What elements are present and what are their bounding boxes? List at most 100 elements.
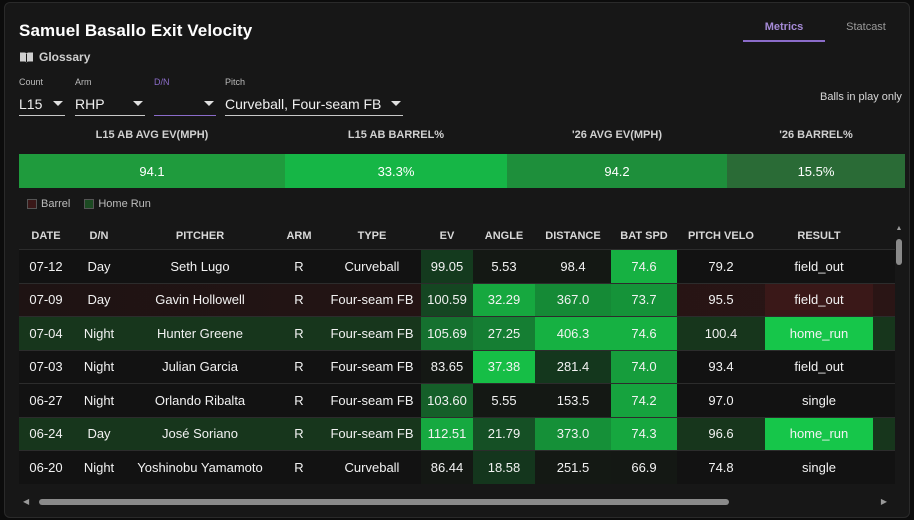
cell-distance: 406.3 bbox=[535, 317, 611, 350]
scroll-right-icon[interactable]: ▶ bbox=[880, 497, 887, 506]
glossary-label: Glossary bbox=[39, 50, 91, 64]
summary-value-l15-barrel: 33.3% bbox=[285, 154, 507, 188]
cell-angle: 5.53 bbox=[473, 250, 535, 283]
cell-type: Four-seam FB bbox=[330, 359, 414, 375]
chevron-down-icon bbox=[53, 101, 63, 106]
cell-angle: 18.58 bbox=[473, 451, 535, 484]
cell-result: single bbox=[802, 459, 836, 475]
column-header-pitch-velo[interactable]: PITCH VELO bbox=[687, 230, 754, 242]
summary-value-26-avg-ev: 94.2 bbox=[507, 154, 727, 188]
cell-date: 07-12 bbox=[29, 258, 63, 274]
summary-value-26-barrel: 15.5% bbox=[727, 154, 905, 188]
cell-distance: 153.5 bbox=[535, 384, 611, 417]
cell-ev: 100.59 bbox=[421, 283, 473, 316]
vertical-scroll-thumb[interactable] bbox=[896, 239, 902, 265]
column-header-type[interactable]: TYPE bbox=[357, 230, 387, 242]
summary-header-l15-barrel: L15 AB BARREL% bbox=[347, 129, 445, 141]
cell-type: Curveball bbox=[344, 258, 400, 274]
cell-date: 07-09 bbox=[29, 292, 63, 308]
tab-statcast[interactable]: Statcast bbox=[846, 21, 886, 33]
table-header: DATE D/N PITCHER ARM TYPE EV ANGLE DISTANCE BAT … bbox=[19, 223, 895, 249]
horizontal-scrollbar[interactable]: ◀ ▶ bbox=[19, 497, 891, 507]
column-header-distance[interactable]: DISTANCE bbox=[545, 230, 601, 242]
cell-pitcher: Julian Garcia bbox=[162, 359, 238, 375]
book-icon bbox=[19, 51, 34, 63]
cell-type: Four-seam FB bbox=[330, 325, 414, 341]
glossary-link[interactable]: Glossary bbox=[19, 50, 90, 64]
cell-result: field_out bbox=[794, 359, 844, 375]
cell-ev: 105.69 bbox=[421, 317, 473, 350]
cell-pitcher: José Soriano bbox=[162, 426, 238, 442]
home-run-swatch bbox=[84, 199, 95, 209]
cell-dn: Night bbox=[83, 392, 115, 408]
balls-in-play-toggle[interactable]: Balls in play only bbox=[820, 91, 902, 103]
cell-type: Four-seam FB bbox=[330, 292, 414, 308]
cell-arm: R bbox=[294, 359, 304, 375]
cell-arm: R bbox=[294, 292, 304, 308]
arm-select-value: RHP bbox=[75, 95, 105, 112]
column-header-result[interactable]: RESULT bbox=[797, 230, 841, 242]
cell-bat-spd: 74.6 bbox=[611, 317, 677, 350]
table-row[interactable]: 06-27 Night Orlando Ribalta R Four-seam FB 10… bbox=[19, 383, 895, 417]
count-filter: Count L15 bbox=[19, 77, 65, 116]
pitch-select[interactable]: Curveball, Four-seam FB bbox=[225, 92, 403, 116]
tab-metrics[interactable]: Metrics bbox=[743, 21, 825, 42]
horizontal-scroll-thumb[interactable] bbox=[39, 499, 729, 505]
column-header-pitcher[interactable]: PITCHER bbox=[175, 230, 225, 242]
cell-result: field_out bbox=[765, 283, 873, 316]
summary-header-26-barrel: '26 BARREL% bbox=[779, 129, 853, 141]
cell-result: home_run bbox=[765, 417, 873, 450]
chevron-down-icon bbox=[133, 101, 143, 106]
cell-pitcher: Seth Lugo bbox=[170, 258, 230, 274]
cell-ev: 86.44 bbox=[421, 451, 473, 484]
cell-result: field_out bbox=[794, 258, 844, 274]
cell-pitcher: Hunter Greene bbox=[157, 325, 243, 341]
vertical-scrollbar[interactable]: ▲ bbox=[894, 225, 904, 495]
chevron-down-icon bbox=[391, 101, 401, 106]
cell-angle: 21.79 bbox=[473, 417, 535, 450]
column-header-bat-spd[interactable]: BAT SPD bbox=[620, 230, 668, 242]
cell-date: 06-24 bbox=[29, 426, 63, 442]
scroll-left-icon[interactable]: ◀ bbox=[23, 497, 30, 506]
cell-bat-spd: 74.2 bbox=[611, 384, 677, 417]
pitch-filter: Pitch Curveball, Four-seam FB bbox=[225, 77, 403, 116]
exit-velocity-table: DATE D/N PITCHER ARM TYPE EV ANGLE DISTANCE BAT … bbox=[19, 223, 895, 484]
table-row[interactable]: 07-04 Night Hunter Greene R Four-seam FB 105.… bbox=[19, 316, 895, 350]
cell-arm: R bbox=[294, 325, 304, 341]
cell-arm: R bbox=[294, 258, 304, 274]
arm-select[interactable]: RHP bbox=[75, 92, 145, 116]
table-row[interactable]: 06-20 Night Yoshinobu Yamamoto R Curveball 86… bbox=[19, 450, 895, 484]
cell-distance: 281.4 bbox=[535, 350, 611, 383]
cell-type: Four-seam FB bbox=[330, 426, 414, 442]
table-row[interactable]: 07-09 Day Gavin Hollowell R Four-seam FB 100.… bbox=[19, 282, 895, 316]
summary-value-l15-avg-ev: 94.1 bbox=[19, 154, 285, 188]
column-header-angle[interactable]: ANGLE bbox=[484, 230, 524, 242]
cell-ev: 99.05 bbox=[421, 250, 473, 283]
table-row[interactable]: 07-12 Day Seth Lugo R Curveball 99.05 5.53 98.4… bbox=[19, 249, 895, 283]
column-header-date[interactable]: DATE bbox=[31, 230, 61, 242]
cell-angle: 27.25 bbox=[473, 317, 535, 350]
legend-item-home-run: Home Run bbox=[84, 198, 151, 210]
cell-pitcher: Orlando Ribalta bbox=[154, 392, 246, 408]
cell-date: 07-03 bbox=[29, 359, 63, 375]
scroll-up-icon[interactable]: ▲ bbox=[895, 225, 903, 232]
column-header-arm[interactable]: ARM bbox=[286, 230, 312, 242]
column-header-ev[interactable]: EV bbox=[439, 230, 455, 242]
table-row[interactable]: 06-24 Day José Soriano R Four-seam FB 112.51 2… bbox=[19, 416, 895, 450]
count-filter-label: Count bbox=[19, 77, 44, 87]
dn-select[interactable] bbox=[154, 92, 216, 116]
cell-angle: 5.55 bbox=[473, 384, 535, 417]
dn-filter: D/N bbox=[154, 77, 216, 116]
cell-distance: 367.0 bbox=[535, 283, 611, 316]
cell-dn: Day bbox=[87, 292, 111, 308]
pitch-filter-label: Pitch bbox=[225, 77, 246, 87]
count-select[interactable]: L15 bbox=[19, 92, 65, 116]
cell-pitch-velo: 74.8 bbox=[708, 459, 734, 475]
table-body: 07-12 Day Seth Lugo R Curveball 99.05 5.53 98.4… bbox=[19, 249, 895, 484]
summary-header-l15-avg-ev: L15 AB AVG EV(MPH) bbox=[95, 129, 209, 141]
cell-dn: Night bbox=[83, 359, 115, 375]
column-header-dn[interactable]: D/N bbox=[89, 230, 109, 242]
cell-ev: 112.51 bbox=[421, 417, 473, 450]
cell-bat-spd: 73.7 bbox=[611, 283, 677, 316]
table-row[interactable]: 07-03 Night Julian Garcia R Four-seam FB 83.6… bbox=[19, 349, 895, 383]
